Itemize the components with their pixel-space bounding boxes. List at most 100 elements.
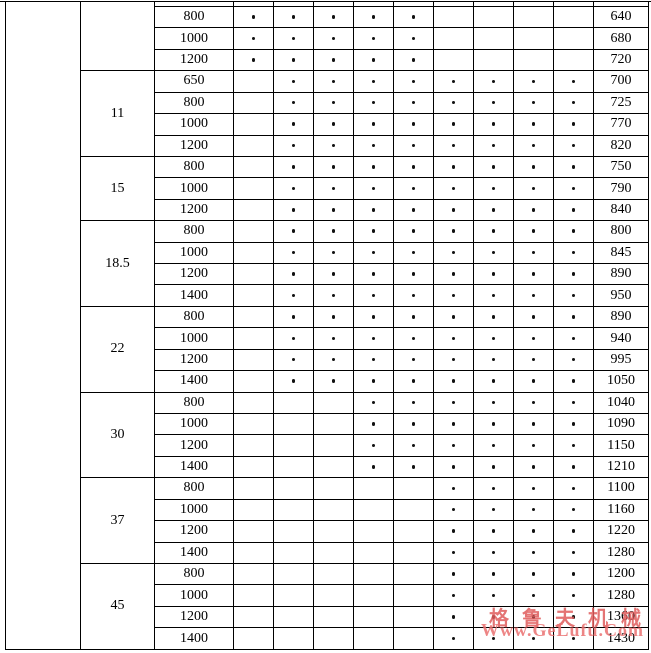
- value-cell: 770: [593, 113, 649, 136]
- dot-marker: [571, 572, 576, 576]
- dot-cell: [233, 155, 274, 179]
- dot-cell: [273, 91, 314, 115]
- dot-cell: [273, 305, 314, 329]
- dot-marker: [331, 293, 336, 298]
- dot-marker: [491, 143, 496, 148]
- dot-cell: [393, 413, 434, 436]
- dot-marker: [331, 315, 336, 319]
- table-row: 1000 770: [6, 113, 649, 136]
- dot-cell: [473, 198, 514, 222]
- dot-marker: [371, 443, 376, 448]
- dot-cell: [353, 27, 394, 50]
- dot-cell: [233, 520, 274, 543]
- dot-cell: [433, 177, 474, 200]
- dot-marker: [371, 250, 376, 255]
- value-cell: 680: [593, 27, 649, 50]
- dot-cell: [353, 562, 394, 586]
- dot-marker: [531, 122, 536, 126]
- dot-cell: [393, 455, 434, 479]
- dot-marker: [491, 186, 496, 191]
- dot-cell: [353, 498, 394, 522]
- dot-marker: [451, 186, 456, 191]
- dot-cell: [553, 284, 594, 307]
- dot-cell: [473, 241, 514, 265]
- power-cell: 18.5: [80, 220, 155, 307]
- dot-marker: [451, 507, 456, 512]
- dot-cell: [393, 70, 434, 93]
- dot-cell: [433, 370, 474, 393]
- dot-marker: [451, 422, 456, 426]
- dot-marker: [491, 615, 496, 619]
- dot-cell: [233, 434, 274, 457]
- table-row: 1200 720: [6, 48, 649, 72]
- value-cell: 940: [593, 327, 649, 350]
- dot-cell: [353, 627, 394, 650]
- dot-marker: [571, 615, 576, 619]
- dot-cell: [353, 91, 394, 115]
- table-row: 22 800 890: [6, 305, 649, 393]
- dot-cell: [473, 348, 514, 372]
- power-cell: 22: [80, 305, 155, 393]
- dot-cell: [273, 477, 314, 500]
- dot-cell: [433, 477, 474, 500]
- dot-marker: [531, 465, 536, 469]
- dot-marker: [491, 379, 496, 383]
- dot-cell: [233, 584, 274, 607]
- speed-cell: 800: [154, 155, 234, 179]
- dot-cell: [513, 263, 554, 286]
- dot-cell: [313, 605, 354, 629]
- dot-marker: [411, 357, 416, 362]
- dot-marker: [291, 293, 296, 298]
- dot-marker: [291, 143, 296, 148]
- dot-marker: [371, 465, 376, 469]
- dot-cell: [353, 413, 394, 436]
- dot-cell: [553, 520, 594, 543]
- dot-cell: [313, 241, 354, 265]
- dot-marker: [531, 507, 536, 512]
- dot-cell: [353, 477, 394, 500]
- dot-marker: [491, 507, 496, 512]
- dot-marker: [451, 443, 456, 448]
- table-row: 18.5 800 800: [6, 220, 649, 307]
- dot-cell: [473, 370, 514, 393]
- dot-cell: [233, 263, 274, 286]
- dot-marker: [491, 336, 496, 341]
- dot-marker: [371, 229, 376, 233]
- dot-marker: [291, 357, 296, 362]
- dot-marker: [451, 636, 456, 641]
- dot-marker: [531, 357, 536, 362]
- value-cell: 1430: [593, 627, 649, 650]
- dot-cell: [353, 155, 394, 179]
- dot-cell: [513, 498, 554, 522]
- dot-marker: [331, 100, 336, 105]
- value-cell: 725: [593, 91, 649, 115]
- table-row: 1000 1160: [6, 498, 649, 522]
- dot-marker: [531, 315, 536, 319]
- dot-marker: [291, 208, 296, 212]
- speed-cell: 1400: [154, 455, 234, 479]
- dot-cell: [473, 413, 514, 436]
- dot-marker: [411, 15, 416, 19]
- dot-cell: [393, 584, 434, 607]
- dot-cell: [233, 284, 274, 307]
- dot-cell: [433, 48, 474, 72]
- dot-cell: [513, 305, 554, 329]
- dot-marker: [571, 550, 576, 555]
- dot-marker: [531, 550, 536, 555]
- dot-marker: [531, 379, 536, 383]
- dot-marker: [251, 58, 256, 62]
- dot-cell: [353, 305, 394, 329]
- dot-marker: [491, 272, 496, 276]
- dot-cell: [233, 605, 274, 629]
- dot-marker: [331, 208, 336, 212]
- dot-cell: [393, 198, 434, 222]
- dot-marker: [571, 79, 576, 83]
- dot-cell: [433, 5, 474, 29]
- dot-cell: [513, 198, 554, 222]
- dot-cell: [313, 391, 354, 415]
- dot-marker: [371, 165, 376, 169]
- dot-marker: [291, 186, 296, 191]
- dot-cell: [553, 434, 594, 457]
- dot-marker: [491, 400, 496, 405]
